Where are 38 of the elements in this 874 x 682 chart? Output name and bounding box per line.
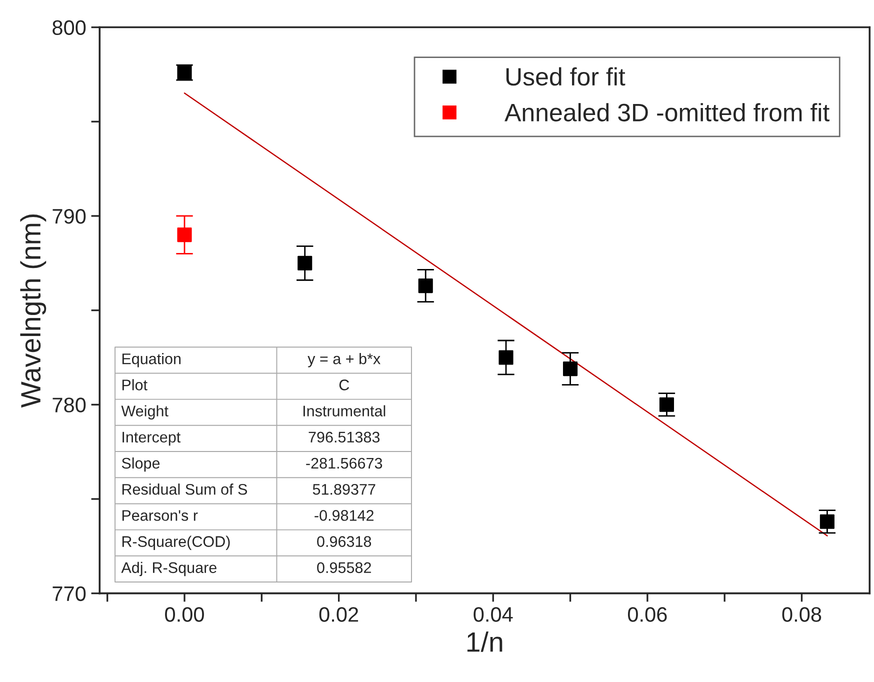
point — [418, 278, 433, 294]
y-tick-label: 770 — [52, 586, 86, 602]
y-tick-label: 790 — [52, 208, 86, 224]
x-tick-label: 0.00 — [165, 607, 204, 622]
x-tick-label: 0.06 — [628, 607, 667, 622]
x-axis-title: 1/n — [467, 632, 502, 652]
point — [177, 228, 192, 242]
annotation: Plot — [122, 379, 148, 390]
y-axis-title: Wavelngth (nm) — [20, 214, 46, 408]
annotation: -0.98142 — [314, 510, 374, 521]
annotation: Weight — [121, 405, 168, 420]
annotation: Residual Sum of S — [122, 484, 248, 495]
annotation: -281.56673 — [306, 458, 382, 469]
legend-label: Annealed 3D -omitted from fit — [504, 103, 830, 122]
annotation: y = a + b*x — [308, 353, 380, 368]
x-tick-label: 0.04 — [474, 607, 513, 622]
annotation: 51.89377 — [312, 484, 376, 495]
annotation: Equation — [122, 353, 181, 368]
annotation: C — [339, 380, 350, 390]
legend-label: Used for fit — [506, 67, 626, 86]
annotation: 796.51383 — [308, 432, 380, 443]
point — [659, 397, 674, 412]
annotation: Intercept — [122, 432, 181, 446]
annotation: 0.95582 — [317, 562, 371, 574]
annotation: Instrumental — [303, 405, 386, 416]
point — [498, 350, 514, 365]
x-tick-label: 0.08 — [782, 607, 822, 622]
point — [298, 256, 312, 270]
annotation: Slope — [122, 457, 160, 472]
point — [820, 514, 834, 529]
y-tick-label: 780 — [52, 398, 86, 412]
x-tick-label: 0.02 — [319, 607, 358, 622]
annotation: 0.96318 — [317, 536, 372, 547]
y-tick-label: 800 — [52, 20, 86, 36]
point — [562, 362, 578, 376]
annotation: R-Square(COD) — [122, 536, 230, 550]
annotation: Adj. R-Square — [121, 562, 216, 576]
annotation: Pearson's r — [122, 510, 198, 521]
